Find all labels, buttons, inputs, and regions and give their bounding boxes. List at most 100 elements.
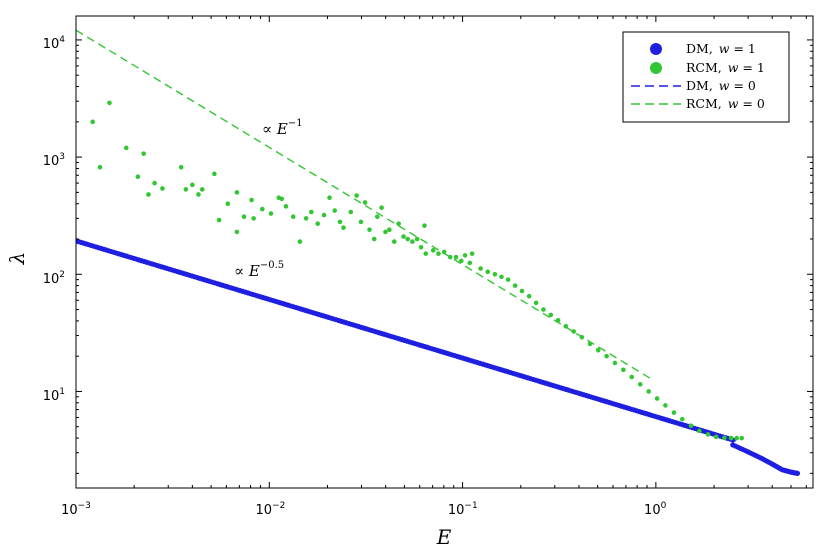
data-point-rcm-w-1 bbox=[362, 200, 368, 205]
x-tick-label-1e-3: 10−3 bbox=[61, 501, 91, 518]
data-point-rcm-w-1 bbox=[587, 341, 593, 347]
data-point-rcm-w-1 bbox=[526, 293, 532, 299]
plot-frame bbox=[75, 15, 814, 489]
data-point-rcm-w-1 bbox=[722, 435, 727, 441]
data-point-rcm-w-1 bbox=[309, 209, 314, 215]
data-point-rcm-w-1 bbox=[327, 195, 332, 201]
legend-label-rcm-w1: RCM, w = 1 bbox=[686, 60, 765, 75]
data-point-rcm-w-1 bbox=[447, 254, 453, 260]
y-tick-label-1e1: 101 bbox=[43, 387, 65, 404]
data-point-rcm-w-1 bbox=[646, 389, 651, 394]
data-point-rcm-w-1 bbox=[478, 266, 483, 271]
data-point-rcm-w-1 bbox=[123, 145, 129, 151]
data-point-rcm-w-1 bbox=[341, 225, 346, 230]
annotation-slope-minus-one: ∝ E−1 bbox=[262, 118, 303, 138]
data-point-rcm-w-1 bbox=[135, 174, 141, 180]
data-point-rcm-w-1 bbox=[241, 214, 247, 219]
data-point-rcm-w-1 bbox=[290, 214, 296, 219]
data-point-rcm-w-1 bbox=[178, 164, 184, 170]
data-point-rcm-w-1 bbox=[358, 219, 364, 225]
data-point-rcm-w-1 bbox=[212, 171, 217, 177]
series-line-rcm-w-0 bbox=[76, 29, 652, 380]
data-point-rcm-w-1 bbox=[705, 432, 711, 437]
data-point-rcm-w-1 bbox=[401, 234, 406, 239]
data-point-rcm-w-1 bbox=[671, 410, 677, 415]
data-point-rcm-w-1 bbox=[467, 260, 473, 266]
data-point-rcm-w-1 bbox=[387, 227, 392, 233]
data-point-rcm-w-1 bbox=[152, 180, 157, 186]
data-point-rcm-w-1 bbox=[259, 206, 265, 212]
data-point-rcm-w-1 bbox=[485, 269, 491, 275]
data-point-rcm-w-1 bbox=[141, 151, 146, 156]
data-point-rcm-w-1 bbox=[160, 186, 165, 191]
data-point-rcm-w-1 bbox=[499, 274, 504, 280]
legend-entry-rcm-w0: RCM, w = 0 bbox=[631, 96, 765, 111]
data-point-rcm-w-1 bbox=[321, 212, 327, 218]
data-point-rcm-w-1 bbox=[146, 192, 151, 197]
data-point-rcm-w-1 bbox=[90, 119, 95, 125]
data-point-rcm-w-1 bbox=[199, 187, 205, 192]
data-point-rcm-w-1 bbox=[512, 283, 518, 288]
data-point-rcm-w-1 bbox=[453, 254, 459, 260]
data-point-rcm-w-1 bbox=[396, 221, 401, 227]
data-point-rcm-w-1 bbox=[196, 192, 201, 197]
data-point-rcm-w-1 bbox=[315, 221, 320, 227]
data-point-rcm-w-1 bbox=[367, 227, 372, 233]
data-point-rcm-w-1 bbox=[405, 236, 410, 242]
data-point-rcm-w-1 bbox=[374, 214, 380, 219]
data-point-rcm-w-1 bbox=[505, 277, 511, 282]
data-point-rcm-w-1 bbox=[348, 209, 354, 215]
data-point-rcm-w-1 bbox=[629, 374, 635, 380]
data-point-rcm-w-1 bbox=[459, 258, 464, 264]
data-point-rcm-w-1 bbox=[225, 201, 231, 207]
x-tick-label-1e-2: 10−2 bbox=[255, 501, 285, 518]
data-point-rcm-w-1 bbox=[234, 190, 240, 195]
tick-marks bbox=[75, 16, 813, 488]
data-point-rcm-w-1 bbox=[379, 205, 384, 210]
data-point-rcm-w-1 bbox=[303, 216, 309, 221]
data-point-rcm-w-1 bbox=[734, 435, 740, 441]
legend: DM, w = 1 RCM, w = 1 DM, w = 0 RCM, w = 0 bbox=[622, 31, 790, 123]
data-point-rcm-w-1 bbox=[216, 217, 222, 223]
data-point-rcm-w-1 bbox=[604, 353, 609, 359]
data-point-rcm-w-1 bbox=[391, 239, 397, 244]
legend-entry-dm-w1: DM, w = 1 bbox=[650, 41, 756, 56]
data-point-rcm-w-1 bbox=[555, 317, 561, 323]
data-point-rcm-w-1 bbox=[297, 239, 303, 244]
data-point-rcm-w-1 bbox=[548, 312, 554, 318]
data-point-rcm-w-1 bbox=[422, 223, 427, 228]
legend-entry-dm-w0: DM, w = 0 bbox=[631, 78, 756, 93]
data-point-rcm-w-1 bbox=[739, 435, 745, 441]
x-axis-title: E bbox=[436, 525, 452, 549]
y-axis-title: λ bbox=[5, 252, 29, 266]
data-point-rcm-w-1 bbox=[612, 360, 618, 366]
data-point-rcm-w-1 bbox=[383, 229, 388, 235]
data-point-rcm-w-1 bbox=[441, 249, 447, 255]
data-point-rcm-w-1 bbox=[469, 251, 475, 256]
data-point-rcm-w-1 bbox=[371, 236, 377, 242]
data-point-rcm-w-1 bbox=[462, 253, 468, 258]
data-point-rcm-w-1 bbox=[337, 219, 343, 225]
data-point-rcm-w-1 bbox=[679, 416, 685, 422]
data-point-rcm-w-1 bbox=[279, 196, 285, 202]
data-point-rcm-w-1 bbox=[637, 382, 643, 387]
data-point-rcm-w-1 bbox=[354, 193, 359, 198]
data-point-rcm-w-1 bbox=[97, 164, 103, 170]
data-point-rcm-w-1 bbox=[519, 288, 525, 294]
data-point-rcm-w-1 bbox=[571, 329, 577, 334]
data-point-rcm-w-1 bbox=[533, 300, 539, 306]
legend-marker-dm-w1 bbox=[650, 43, 662, 55]
data-point-rcm-w-1 bbox=[332, 208, 338, 213]
data-point-rcm-w-1 bbox=[492, 271, 498, 277]
annotation-slope-minus-half: ∝ E−0.5 bbox=[234, 260, 284, 280]
data-point-rcm-w-1 bbox=[251, 216, 256, 221]
data-point-rcm-w-1 bbox=[234, 229, 240, 235]
data-point-rcm-w-1 bbox=[697, 428, 702, 434]
data-point-rcm-w-1 bbox=[107, 100, 112, 106]
legend-label-dm-w1: DM, w = 1 bbox=[686, 41, 756, 56]
data-point-rcm-w-1 bbox=[563, 323, 569, 329]
data-point-rcm-w-1 bbox=[436, 251, 441, 256]
data-point-rcm-w-1 bbox=[688, 423, 694, 429]
data-point-rcm-w-1 bbox=[595, 347, 601, 353]
data-point-rcm-w-1 bbox=[728, 435, 734, 441]
